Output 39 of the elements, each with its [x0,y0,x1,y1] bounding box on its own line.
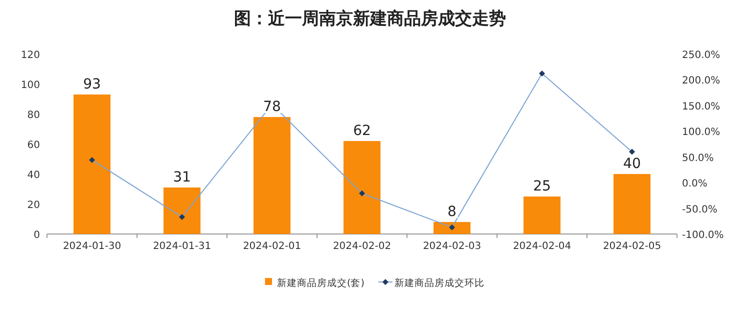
y-tick-label: 100 [20,80,40,91]
bar [524,196,560,234]
y2-tick-label: 250.0% [682,50,720,61]
bar [434,222,470,234]
bar [254,117,290,234]
y2-tick-label: 0.0% [682,178,708,190]
y2-tick-label: -100.0% [682,230,724,241]
x-tick-label: 2024-02-01 [242,241,302,252]
data-label: 25 [533,178,551,194]
y-tick-label: 120 [20,50,40,61]
y-tick-label: 40 [27,170,40,181]
x-tick-label: 2024-02-02 [332,241,392,252]
x-tick-label: 2024-01-30 [62,241,122,252]
x-tick-label: 2024-02-05 [602,241,662,252]
y2-tick-label: 100.0% [682,127,720,138]
y2-tick-label: 50.0% [682,152,714,164]
bar [164,188,200,234]
bar [344,141,380,234]
data-label: 93 [83,76,101,92]
x-tick-label: 2024-01-31 [152,241,212,252]
x-tick-label: 2024-02-04 [512,241,572,252]
x-tick-label: 2024-02-03 [422,241,482,252]
data-label: 8 [448,204,456,220]
y2-tick-label: 200.0% [682,76,720,87]
y-tick-label: 0 [34,230,40,241]
data-label: 31 [173,170,191,186]
y2-tick-label: 150.0% [682,101,720,112]
data-label: 78 [263,99,281,115]
data-label: 62 [353,123,371,139]
legend-label: 新建商品房成交(套) [277,277,364,289]
data-label: 40 [623,156,641,172]
bar [74,94,110,234]
bar [614,174,650,234]
y-tick-label: 80 [27,110,40,121]
y-tick-label: 20 [27,200,40,211]
chart-title: 图：近一周南京新建商品房成交走势 [234,9,506,29]
y2-tick-label: -50.0% [682,204,718,216]
y-tick-label: 60 [27,140,40,151]
legend-label: 新建商品房成交环比 [394,277,484,289]
